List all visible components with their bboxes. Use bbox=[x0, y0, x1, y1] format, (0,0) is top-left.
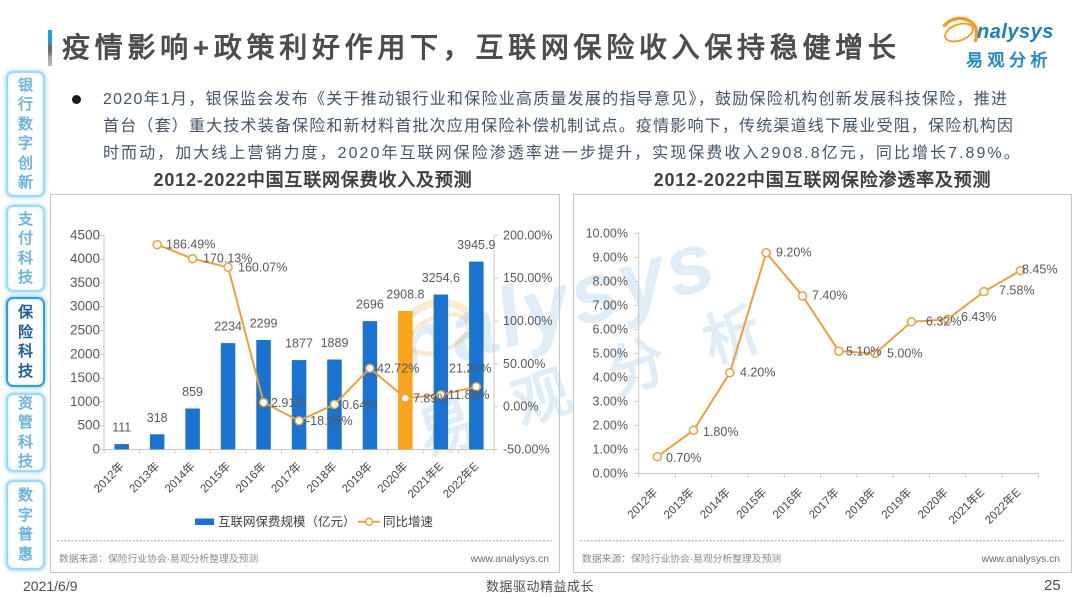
svg-text:2696: 2696 bbox=[356, 298, 384, 312]
svg-text:21.24%: 21.24% bbox=[449, 362, 491, 376]
svg-text:1500: 1500 bbox=[70, 370, 100, 385]
svg-text:2020年: 2020年 bbox=[915, 485, 951, 521]
svg-text:4.20%: 4.20% bbox=[740, 366, 775, 380]
svg-text:2021年E: 2021年E bbox=[404, 459, 446, 501]
svg-text:3000: 3000 bbox=[70, 299, 100, 314]
svg-text:2015年: 2015年 bbox=[733, 485, 769, 521]
svg-text:1.80%: 1.80% bbox=[703, 425, 738, 439]
svg-text:2000: 2000 bbox=[70, 346, 100, 361]
svg-text:2299: 2299 bbox=[250, 317, 278, 331]
svg-text:2018年: 2018年 bbox=[842, 485, 878, 521]
svg-text:160.07%: 160.07% bbox=[238, 261, 287, 275]
svg-text:4000: 4000 bbox=[70, 251, 100, 266]
svg-text:互联网保费规模（亿元）: 互联网保费规模（亿元） bbox=[218, 514, 356, 529]
svg-text:2017年: 2017年 bbox=[806, 485, 842, 521]
svg-text:2.91%: 2.91% bbox=[271, 396, 306, 410]
svg-text:1889: 1889 bbox=[321, 336, 349, 350]
svg-text:6.32%: 6.32% bbox=[926, 315, 961, 329]
svg-text:3.00%: 3.00% bbox=[593, 395, 628, 409]
svg-text:4.00%: 4.00% bbox=[593, 371, 628, 385]
svg-text:186.49%: 186.49% bbox=[166, 238, 215, 252]
svg-text:-50.00%: -50.00% bbox=[503, 442, 550, 456]
svg-text:170.13%: 170.13% bbox=[203, 252, 252, 266]
svg-text:111: 111 bbox=[112, 421, 131, 435]
svg-text:7.89%: 7.89% bbox=[413, 392, 448, 406]
svg-text:2016年: 2016年 bbox=[233, 459, 269, 495]
svg-text:859: 859 bbox=[182, 385, 203, 399]
svg-text:5.00%: 5.00% bbox=[593, 347, 628, 361]
svg-text:数据来源：保险行业协会·易观分析整理及预测: 数据来源：保险行业协会·易观分析整理及预测 bbox=[59, 552, 258, 565]
svg-text:3500: 3500 bbox=[70, 275, 100, 290]
svg-text:5.10%: 5.10% bbox=[846, 345, 881, 359]
svg-text:2012年: 2012年 bbox=[91, 459, 127, 495]
svg-text:1000: 1000 bbox=[70, 394, 100, 409]
svg-text:2013年: 2013年 bbox=[126, 459, 162, 495]
svg-text:0.00%: 0.00% bbox=[593, 467, 628, 481]
svg-text:8.00%: 8.00% bbox=[593, 275, 628, 289]
svg-text:4500: 4500 bbox=[70, 227, 100, 242]
svg-text:2014年: 2014年 bbox=[162, 459, 198, 495]
svg-text:2022年E: 2022年E bbox=[440, 459, 482, 501]
svg-text:2234: 2234 bbox=[214, 320, 242, 334]
svg-text:2012年: 2012年 bbox=[624, 485, 660, 521]
svg-text:500: 500 bbox=[77, 418, 100, 433]
svg-text:150.00%: 150.00% bbox=[503, 271, 552, 285]
svg-text:0.00%: 0.00% bbox=[503, 400, 538, 414]
svg-text:2022年E: 2022年E bbox=[982, 485, 1024, 527]
svg-text:2021年E: 2021年E bbox=[946, 485, 988, 527]
svg-text:0.64%: 0.64% bbox=[342, 398, 377, 412]
svg-text:2014年: 2014年 bbox=[697, 485, 733, 521]
svg-text:0: 0 bbox=[92, 441, 100, 456]
svg-text:42.72%: 42.72% bbox=[377, 362, 419, 376]
svg-text:2908.8: 2908.8 bbox=[386, 288, 424, 302]
svg-text:7.40%: 7.40% bbox=[812, 289, 847, 303]
svg-text:2500: 2500 bbox=[70, 323, 100, 338]
svg-text:3945.9: 3945.9 bbox=[457, 238, 495, 252]
svg-text:2017年: 2017年 bbox=[268, 459, 304, 495]
svg-text:2.00%: 2.00% bbox=[593, 419, 628, 433]
svg-text:2019年: 2019年 bbox=[878, 485, 914, 521]
svg-text:2018年: 2018年 bbox=[303, 459, 339, 495]
svg-text:2019年: 2019年 bbox=[339, 459, 375, 495]
svg-text:1.00%: 1.00% bbox=[593, 443, 628, 457]
svg-text:1877: 1877 bbox=[285, 337, 313, 351]
svg-text:2013年: 2013年 bbox=[661, 485, 697, 521]
svg-text:318: 318 bbox=[147, 411, 168, 425]
svg-text:100.00%: 100.00% bbox=[503, 314, 552, 328]
svg-text:www.analysys.cn: www.analysys.cn bbox=[470, 554, 550, 565]
svg-text:2016年: 2016年 bbox=[769, 485, 805, 521]
svg-text:200.00%: 200.00% bbox=[503, 228, 552, 242]
svg-text:3254.6: 3254.6 bbox=[422, 271, 460, 285]
svg-text:11.89%: 11.89% bbox=[448, 388, 489, 402]
svg-text:6.43%: 6.43% bbox=[961, 310, 996, 324]
svg-text:数据来源：保险行业协会·易观分析整理及预测: 数据来源：保险行业协会·易观分析整理及预测 bbox=[582, 552, 781, 565]
svg-text:同比增速: 同比增速 bbox=[383, 514, 434, 529]
svg-text:10.00%: 10.00% bbox=[586, 227, 628, 241]
svg-text:9.00%: 9.00% bbox=[593, 251, 628, 265]
svg-text:7.58%: 7.58% bbox=[999, 284, 1034, 298]
svg-text:-18.36%: -18.36% bbox=[306, 414, 353, 428]
svg-text:7.00%: 7.00% bbox=[593, 299, 628, 313]
svg-text:8.45%: 8.45% bbox=[1022, 263, 1057, 277]
svg-text:2015年: 2015年 bbox=[197, 459, 233, 495]
svg-text:0.70%: 0.70% bbox=[666, 451, 701, 465]
svg-text:5.00%: 5.00% bbox=[887, 347, 922, 361]
svg-text:9.20%: 9.20% bbox=[776, 246, 811, 260]
svg-text:www.analysys.cn: www.analysys.cn bbox=[981, 554, 1061, 565]
svg-text:50.00%: 50.00% bbox=[503, 357, 545, 371]
svg-text:6.00%: 6.00% bbox=[593, 323, 628, 337]
svg-text:2020年: 2020年 bbox=[374, 459, 410, 495]
